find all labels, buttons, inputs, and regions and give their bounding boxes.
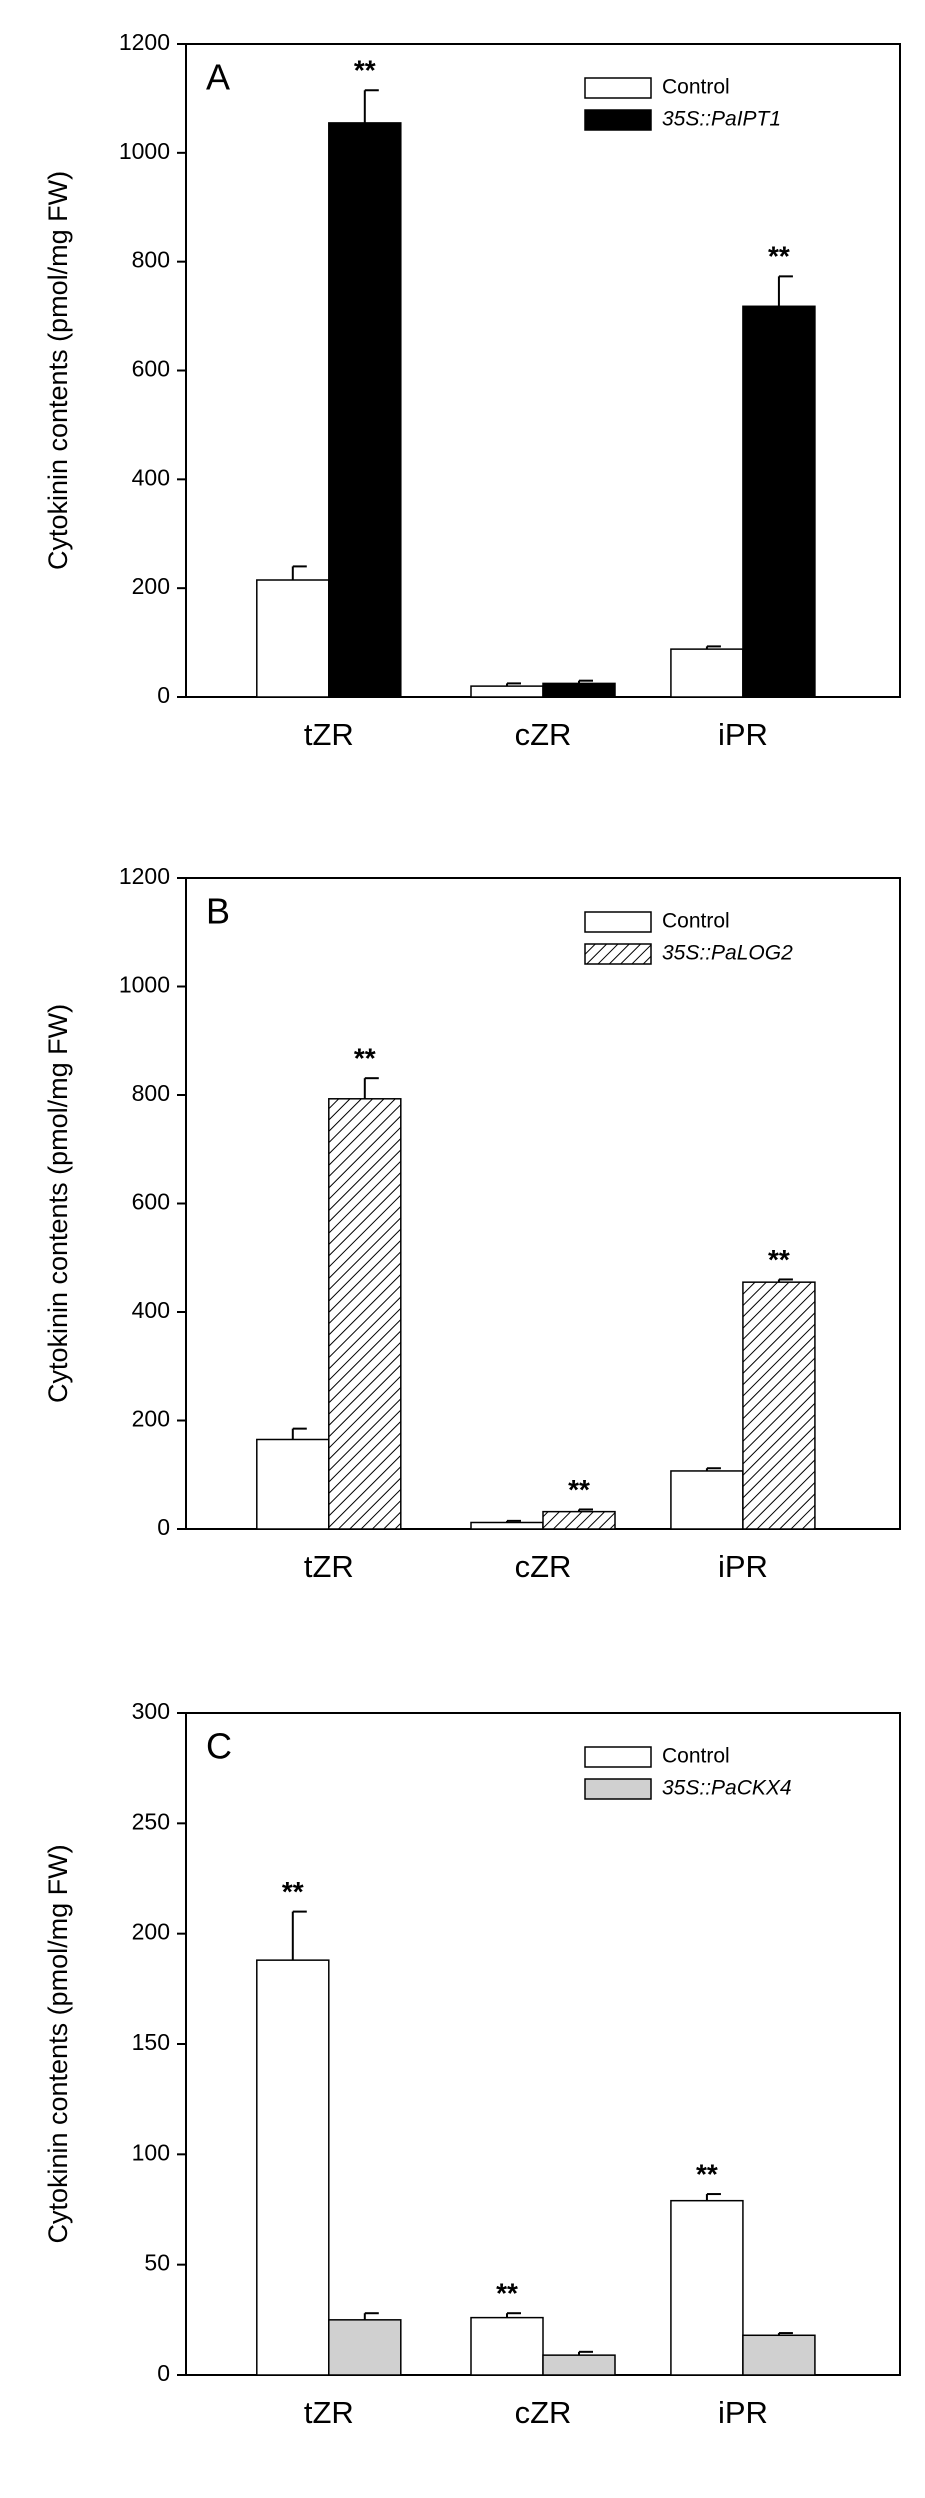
x-tick-label: cZR	[515, 1549, 572, 1584]
y-tick-label: 100	[132, 2139, 170, 2165]
bar	[470, 685, 544, 698]
legend-swatch	[584, 943, 652, 965]
bar	[670, 2199, 744, 2376]
legend-label: 35S::PaLOG2	[662, 942, 793, 965]
significance-label: **	[768, 1244, 790, 1275]
bar	[670, 1470, 744, 1530]
bar	[742, 1281, 816, 1530]
y-tick-label: 800	[132, 1080, 170, 1106]
x-tick-label: tZR	[304, 1549, 354, 1584]
bar	[470, 2316, 544, 2376]
bar	[328, 122, 402, 698]
y-axis-label: Cytokinin contents (pmol/mg FW)	[43, 1844, 73, 2243]
y-tick-label: 400	[132, 1297, 170, 1323]
bar	[328, 2319, 402, 2376]
bar	[256, 579, 330, 698]
y-tick-label: 50	[144, 2250, 170, 2276]
y-tick-label: 1200	[119, 29, 170, 55]
bar	[742, 2334, 816, 2376]
y-axis-label: Cytokinin contents (pmol/mg FW)	[43, 1004, 73, 1403]
x-tick-label: iPR	[718, 1549, 768, 1584]
y-tick-label: 200	[132, 573, 170, 599]
y-tick-label: 0	[157, 2360, 170, 2386]
significance-label: **	[282, 1876, 304, 1907]
bar	[670, 648, 744, 698]
significance-label: **	[568, 1474, 590, 1505]
significance-label: **	[496, 2278, 518, 2309]
y-tick-label: 0	[157, 1514, 170, 1540]
bar	[542, 1510, 616, 1530]
bar	[542, 682, 616, 698]
legend-label: 35S::PaIPT1	[662, 108, 781, 131]
significance-label: **	[354, 55, 376, 86]
y-tick-label: 250	[132, 1808, 170, 1834]
legend-swatch	[584, 1746, 652, 1768]
legend-label: Control	[662, 1745, 730, 1768]
significance-label: **	[354, 1043, 376, 1074]
y-tick-label: 1200	[119, 863, 170, 889]
y-tick-label: 150	[132, 2029, 170, 2055]
legend-swatch	[584, 77, 652, 99]
bar	[256, 1438, 330, 1530]
significance-label: **	[696, 2158, 718, 2189]
significance-label: **	[768, 241, 790, 272]
y-tick-label: 600	[132, 356, 170, 382]
x-tick-label: iPR	[718, 717, 768, 752]
legend-label: Control	[662, 76, 730, 99]
y-tick-label: 400	[132, 464, 170, 490]
legend-swatch	[584, 911, 652, 933]
y-axis-label: Cytokinin contents (pmol/mg FW)	[43, 171, 73, 570]
legend-swatch	[584, 109, 652, 131]
y-tick-label: 600	[132, 1189, 170, 1215]
legend-label: Control	[662, 910, 730, 933]
bar	[542, 2354, 616, 2376]
x-tick-label: cZR	[515, 2395, 572, 2430]
x-tick-label: iPR	[718, 2395, 768, 2430]
panel-label: C	[206, 1726, 232, 1767]
legend-swatch	[584, 1778, 652, 1800]
y-tick-label: 0	[157, 682, 170, 708]
bar	[470, 1521, 544, 1530]
x-tick-label: cZR	[515, 717, 572, 752]
x-tick-label: tZR	[304, 717, 354, 752]
y-tick-label: 300	[132, 1698, 170, 1724]
y-tick-label: 200	[132, 1919, 170, 1945]
y-tick-label: 1000	[119, 972, 170, 998]
bar	[256, 1959, 330, 2376]
x-tick-label: tZR	[304, 2395, 354, 2430]
legend-label: 35S::PaCKX4	[662, 1777, 792, 1800]
y-tick-label: 800	[132, 247, 170, 273]
y-tick-label: 1000	[119, 138, 170, 164]
bar	[742, 305, 816, 698]
panel-label: B	[206, 891, 230, 932]
y-tick-label: 200	[132, 1406, 170, 1432]
panel-label: A	[206, 57, 230, 98]
bar	[328, 1098, 402, 1530]
